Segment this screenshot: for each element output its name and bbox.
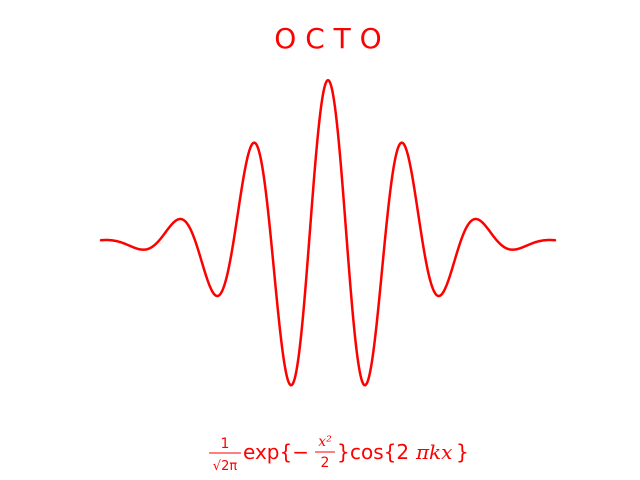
chart-title: O C T O	[274, 22, 381, 55]
formula-frac-denominator: √2π	[213, 459, 238, 474]
formula-exp: exp{−	[243, 440, 309, 464]
formula-cos-kx: kx	[429, 440, 452, 464]
formula-cos-pi: π	[415, 440, 430, 464]
formula-label: 1 √2π exp{− x² 2 } cos{2 π kx }	[209, 434, 469, 474]
formula-exp-close: }	[337, 440, 350, 464]
formula-frac-numerator: 1	[221, 436, 230, 452]
series-line	[99, 78, 557, 387]
formula-exp-frac-denominator: 2	[321, 455, 330, 471]
formula-exp-frac-numerator: x²	[318, 434, 332, 450]
formula-cos: cos{2	[350, 440, 409, 464]
formula-cos-close: }	[456, 440, 469, 464]
